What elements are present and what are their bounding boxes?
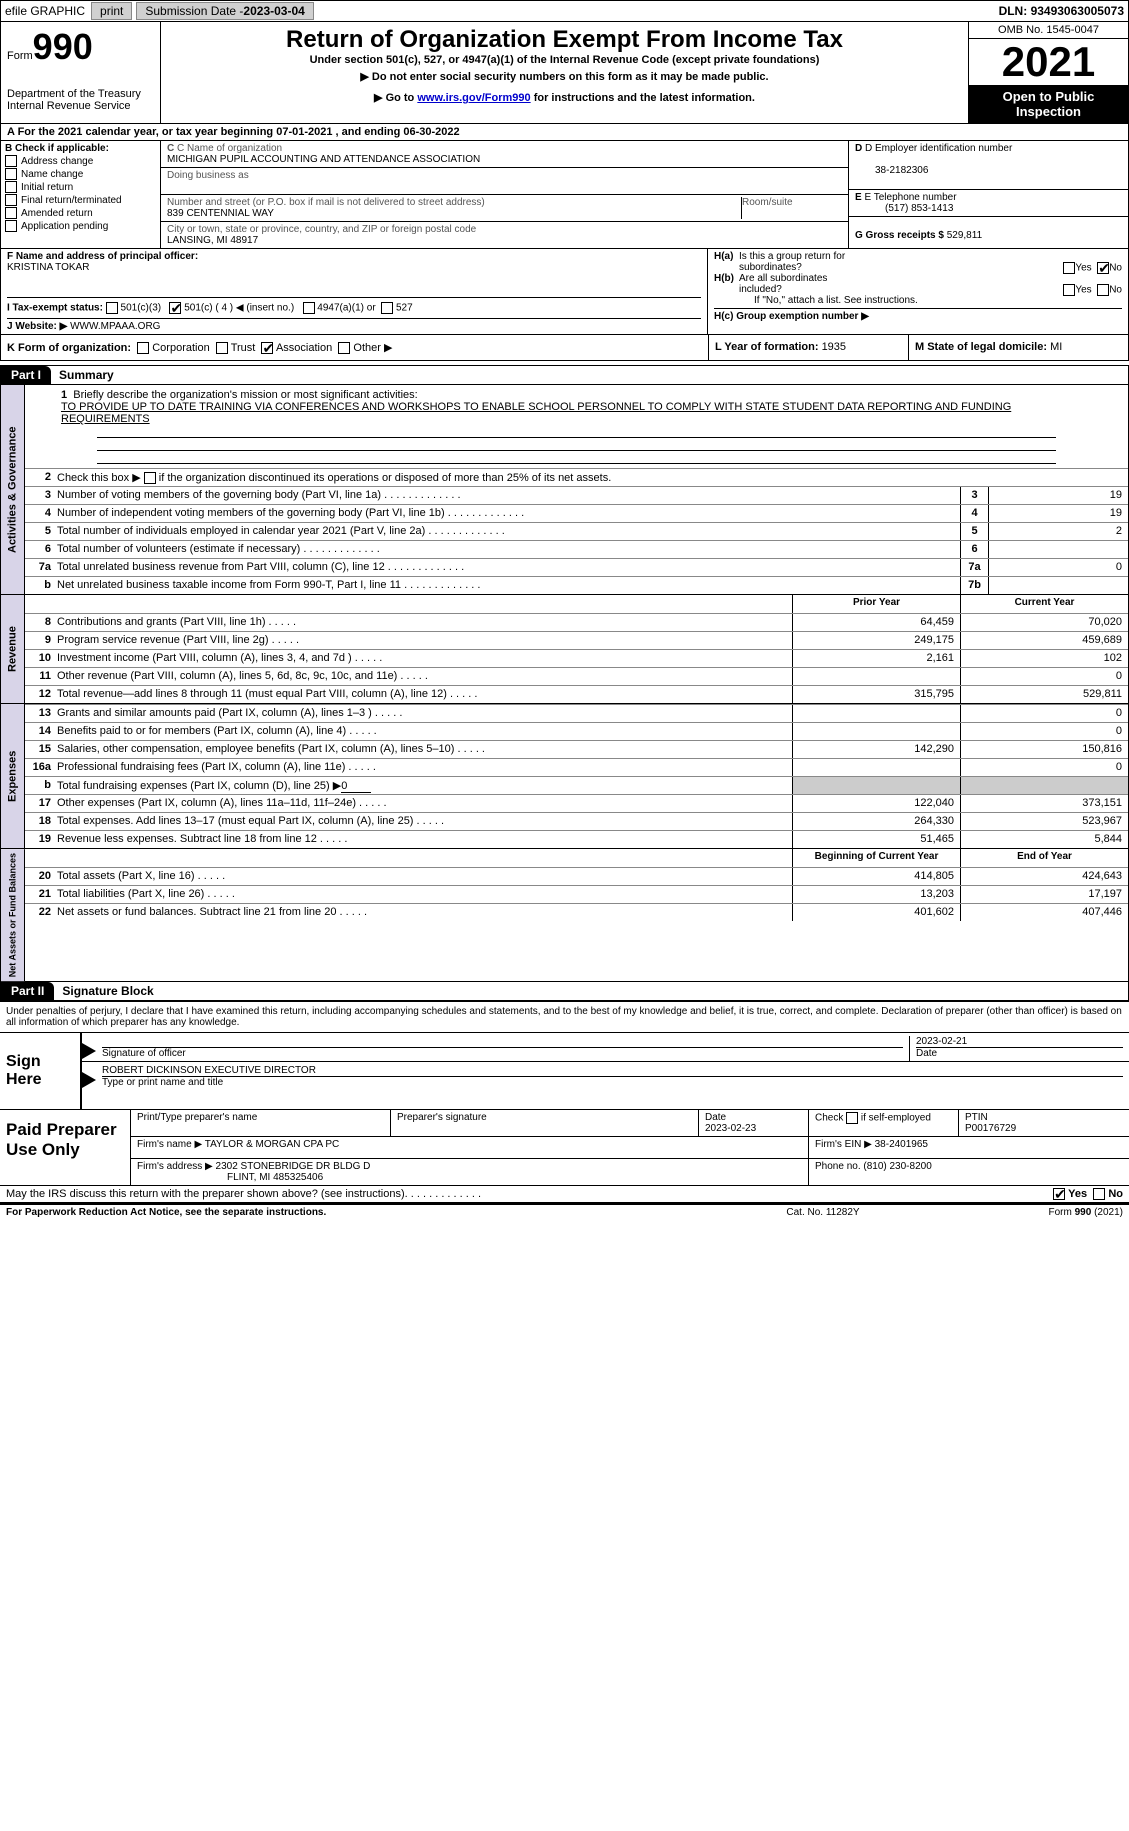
discuss-question: May the IRS discuss this return with the… [6,1188,405,1200]
tab-revenue: Revenue [1,595,25,703]
firm-phone: (810) 230-8200 [863,1161,931,1172]
part2-title: Signature Block [54,982,161,1000]
part2-header: Part II [1,982,54,1000]
submission-date: Submission Date - 2023-03-04 [136,2,313,20]
public-inspection: Open to Public Inspection [969,85,1128,123]
firm-name: TAYLOR & MORGAN CPA PC [205,1139,339,1150]
state-domicile: MI [1050,341,1062,353]
gross-receipts: 529,811 [947,230,982,241]
part1-header: Part I [1,366,51,384]
discuss-no-checkbox[interactable] [1093,1188,1105,1200]
irs-link[interactable]: www.irs.gov/Form990 [417,92,530,104]
top-bar: efile GRAPHIC print Submission Date - 20… [0,0,1129,22]
irs-label: Internal Revenue Service [7,100,154,112]
city-state-zip: LANSING, MI 48917 [167,235,258,246]
firm-ein: 38-2401965 [875,1139,928,1150]
ssn-warning: Do not enter social security numbers on … [169,70,960,83]
initial-return-checkbox[interactable] [5,181,17,193]
part1-title: Summary [51,366,122,384]
efile-label: efile GRAPHIC [1,4,89,18]
dept-treasury: Department of the Treasury [7,88,154,100]
addr-change-checkbox[interactable] [5,155,17,167]
check-applicable: B Check if applicable: Address change Na… [1,141,161,248]
org-name: MICHIGAN PUPIL ACCOUNTING AND ATTENDANCE… [167,154,480,165]
hb-yes-checkbox[interactable] [1063,284,1075,296]
phone: (517) 853-1413 [885,203,953,214]
hb-no-checkbox[interactable] [1097,284,1109,296]
website: WWW.MPAAA.ORG [70,321,160,332]
prep-date: 2023-02-23 [705,1123,756,1134]
pointer-icon [82,1043,96,1059]
goto-link-row: Go to www.irs.gov/Form990 for instructio… [169,91,960,104]
501c3-checkbox[interactable] [106,302,118,314]
discontinued-checkbox[interactable] [144,472,156,484]
omb-cell: OMB No. 1545-0047 2021 Open to Public In… [968,22,1128,123]
final-return-checkbox[interactable] [5,194,17,206]
self-employed-checkbox[interactable] [846,1112,858,1124]
pointer-icon [82,1072,96,1088]
tax-year: 2021 [969,39,1128,85]
ha-yes-checkbox[interactable] [1063,262,1075,274]
ein: 38-2182306 [875,165,928,176]
cat-no: Cat. No. 11282Y [723,1207,923,1218]
sign-date: 2023-02-21 [916,1036,967,1047]
print-button[interactable]: print [91,2,132,20]
tab-activities: Activities & Governance [1,385,25,594]
corp-checkbox[interactable] [137,342,149,354]
street-address: 839 CENTENNIAL WAY [167,208,274,219]
mission-text: TO PROVIDE UP TO DATE TRAINING VIA CONFE… [61,401,1011,425]
omb-number: OMB No. 1545-0047 [969,22,1128,39]
tab-netassets: Net Assets or Fund Balances [1,849,25,981]
form-title-cell: Return of Organization Exempt From Incom… [161,22,968,123]
year-formation: 1935 [822,341,846,353]
form-footer: Form 990 (2021) [923,1207,1123,1218]
firm-addr1: 2302 STONEBRIDGE DR BLDG D [216,1161,371,1172]
form-id-cell: Form990 Department of the Treasury Inter… [1,22,161,123]
form-title: Return of Organization Exempt From Incom… [169,26,960,54]
penalty-text: Under penalties of perjury, I declare th… [0,1001,1129,1032]
officer-name: KRISTINA TOKAR [7,262,89,273]
officer-label: F Name and address of principal officer: [7,251,198,262]
amended-checkbox[interactable] [5,207,17,219]
527-checkbox[interactable] [381,302,393,314]
form-org-row: K Form of organization: Corporation Trus… [1,335,708,360]
firm-addr2: FLINT, MI 485325406 [227,1172,323,1183]
trust-checkbox[interactable] [216,342,228,354]
sign-here-label: Sign Here [0,1033,80,1109]
dln: DLN: 93493063005073 [995,4,1128,18]
4947-checkbox[interactable] [303,302,315,314]
app-pending-checkbox[interactable] [5,220,17,232]
paperwork-notice: For Paperwork Reduction Act Notice, see … [6,1207,723,1218]
501c-checkbox[interactable] [169,302,181,314]
identity-block: B Check if applicable: Address change Na… [0,141,1129,249]
ptin: P00176729 [965,1123,1016,1134]
assoc-checkbox[interactable] [261,342,273,354]
form-subtitle: Under section 501(c), 527, or 4947(a)(1)… [169,54,960,66]
other-checkbox[interactable] [338,342,350,354]
period-row: A For the 2021 calendar year, or tax yea… [0,123,1129,141]
name-change-checkbox[interactable] [5,168,17,180]
ha-no-checkbox[interactable] [1097,262,1109,274]
tab-expenses: Expenses [1,704,25,848]
paid-preparer-label: Paid Preparer Use Only [0,1110,130,1185]
officer-printed-name: ROBERT DICKINSON EXECUTIVE DIRECTOR [102,1065,316,1076]
discuss-yes-checkbox[interactable] [1053,1188,1065,1200]
